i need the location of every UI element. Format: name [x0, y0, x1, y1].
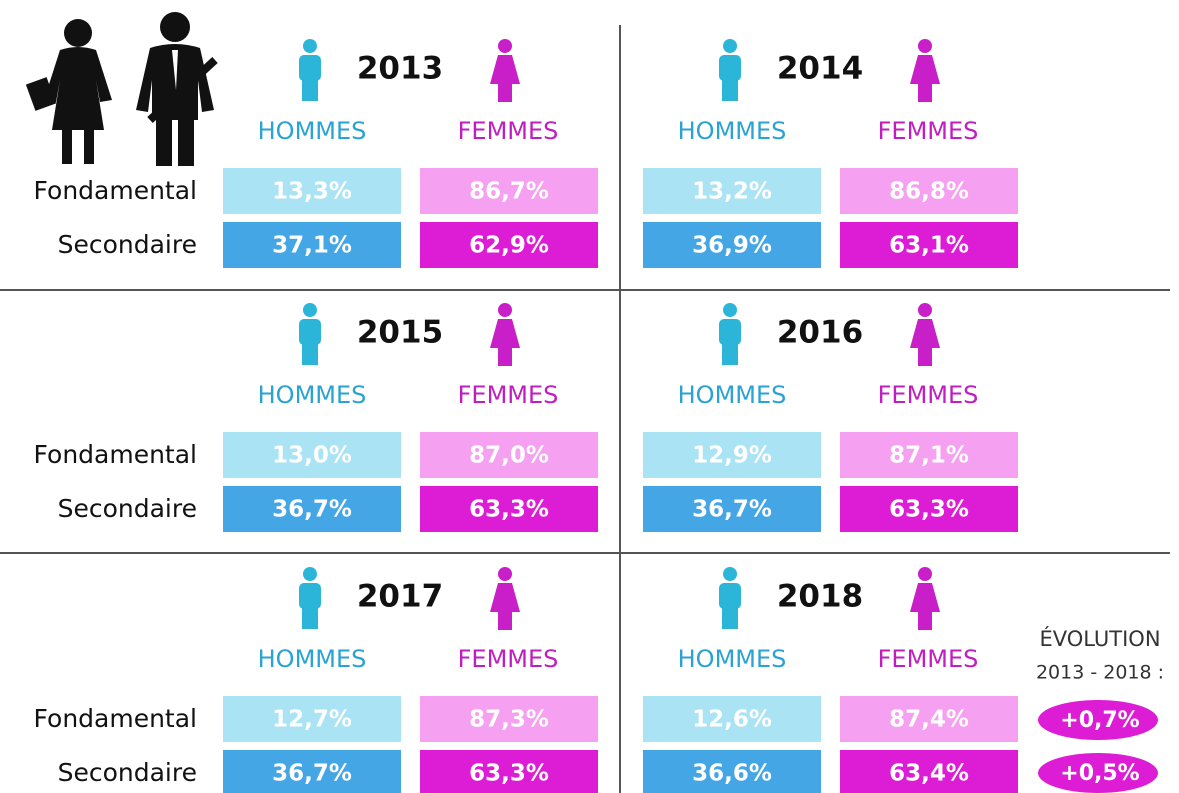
women-value: 86,8%: [889, 179, 969, 205]
man-icon-head: [723, 39, 737, 53]
year-panel: 2013 HOMMES FEMMES Fondamental 13,3% 86,7% Sec…: [34, 39, 598, 268]
women-value: 87,3%: [469, 707, 549, 733]
women-value: 87,1%: [889, 443, 969, 469]
women-header: FEMMES: [878, 117, 979, 145]
men-value: 36,7%: [272, 761, 352, 787]
men-value: 36,7%: [692, 497, 772, 523]
women-header: FEMMES: [458, 645, 559, 673]
year: 2018: [777, 579, 863, 615]
woman-icon-head: [498, 567, 512, 581]
year: 2017: [357, 579, 443, 615]
row-label: Fondamental: [34, 440, 197, 469]
women-value: 63,4%: [889, 761, 969, 787]
man-icon-head: [303, 303, 317, 317]
woman-icon-body: [490, 319, 520, 348]
men-header: HOMMES: [258, 645, 367, 673]
year-panel: 2015 HOMMES FEMMES Fondamental 13,0% 87,0% Sec…: [34, 303, 598, 532]
men-header: HOMMES: [678, 381, 787, 409]
women-header: FEMMES: [878, 645, 979, 673]
men-value: 36,9%: [692, 233, 772, 259]
evolution-period: 2013 - 2018 :: [1036, 662, 1164, 684]
year: 2014: [777, 51, 863, 87]
evolution-value: +0,7%: [1060, 708, 1139, 733]
woman-icon-legs: [918, 610, 932, 630]
men-value: 36,7%: [272, 497, 352, 523]
man-icon-body: [299, 583, 321, 609]
men-value: 12,7%: [272, 707, 352, 733]
men-header: HOMMES: [258, 117, 367, 145]
men-value: 36,6%: [692, 761, 772, 787]
separators: [0, 25, 1170, 793]
man-icon-head: [303, 39, 317, 53]
man-icon-body: [719, 319, 741, 345]
woman-icon-head: [918, 303, 932, 317]
man-icon-legs: [722, 79, 738, 101]
man-icon-legs: [302, 607, 318, 629]
women-value: 63,3%: [469, 497, 549, 523]
women-header: FEMMES: [458, 117, 559, 145]
man-icon-legs: [722, 607, 738, 629]
women-value: 87,4%: [889, 707, 969, 733]
women-value: 86,7%: [469, 179, 549, 205]
year-panel: 2016 HOMMES FEMMES 12,9% 87,1% 36,7% 63,3%: [643, 303, 1018, 532]
woman-icon-body: [910, 583, 940, 612]
man-icon-body: [299, 319, 321, 345]
man-icon-body: [719, 55, 741, 81]
year: 2015: [357, 315, 443, 351]
woman-icon-legs: [918, 82, 932, 102]
men-value: 13,2%: [692, 179, 772, 205]
men-value: 13,0%: [272, 443, 352, 469]
women-value: 63,1%: [889, 233, 969, 259]
year: 2016: [777, 315, 863, 351]
people-illustration: [26, 12, 215, 166]
man-icon-body: [719, 583, 741, 609]
man-icon-legs: [722, 343, 738, 365]
woman-icon-body: [490, 55, 520, 84]
woman-icon-legs: [918, 346, 932, 366]
row-label: Fondamental: [34, 704, 197, 733]
page: 2013 HOMMES FEMMES Fondamental 13,3% 86,7% Sec…: [0, 0, 1179, 793]
man-icon-body: [299, 55, 321, 81]
woman-icon-body: [910, 55, 940, 84]
man-icon-legs: [302, 79, 318, 101]
row-label: Fondamental: [34, 176, 197, 205]
women-value: 87,0%: [469, 443, 549, 469]
row-label: Secondaire: [58, 758, 197, 787]
men-header: HOMMES: [678, 117, 787, 145]
year-panel: 2017 HOMMES FEMMES Fondamental 12,7% 87,3% Sec…: [34, 567, 598, 793]
woman-icon-head: [918, 567, 932, 581]
woman-icon-body: [490, 583, 520, 612]
woman-icon-head: [918, 39, 932, 53]
women-value: 63,3%: [889, 497, 969, 523]
women-value: 62,9%: [469, 233, 549, 259]
row-label: Secondaire: [58, 230, 197, 259]
woman-icon-head: [498, 303, 512, 317]
woman-icon-head: [498, 39, 512, 53]
men-header: HOMMES: [678, 645, 787, 673]
woman-icon-body: [910, 319, 940, 348]
men-value: 12,6%: [692, 707, 772, 733]
women-header: FEMMES: [878, 381, 979, 409]
year-panel: 2014 HOMMES FEMMES 13,2% 86,8% 36,9% 63,1%: [643, 39, 1018, 268]
woman-icon-legs: [498, 346, 512, 366]
evolution-value: +0,5%: [1060, 761, 1139, 786]
men-value: 13,3%: [272, 179, 352, 205]
women-value: 63,3%: [469, 761, 549, 787]
men-value: 12,9%: [692, 443, 772, 469]
man-icon-head: [723, 303, 737, 317]
row-label: Secondaire: [58, 494, 197, 523]
evolution-title: ÉVOLUTION: [1039, 626, 1160, 651]
man-icon-head: [303, 567, 317, 581]
woman-icon-legs: [498, 82, 512, 102]
year: 2013: [357, 51, 443, 87]
evolution: ÉVOLUTION 2013 - 2018 : +0,7% +0,5%: [1036, 626, 1164, 793]
infographic: 2013 HOMMES FEMMES Fondamental 13,3% 86,7% Sec…: [0, 0, 1179, 793]
men-value: 37,1%: [272, 233, 352, 259]
year-panel: 2018 HOMMES FEMMES 12,6% 87,4% 36,6% 63,4%: [643, 567, 1018, 793]
man-icon-legs: [302, 343, 318, 365]
man-icon-head: [723, 567, 737, 581]
woman-icon-legs: [498, 610, 512, 630]
women-header: FEMMES: [458, 381, 559, 409]
men-header: HOMMES: [258, 381, 367, 409]
